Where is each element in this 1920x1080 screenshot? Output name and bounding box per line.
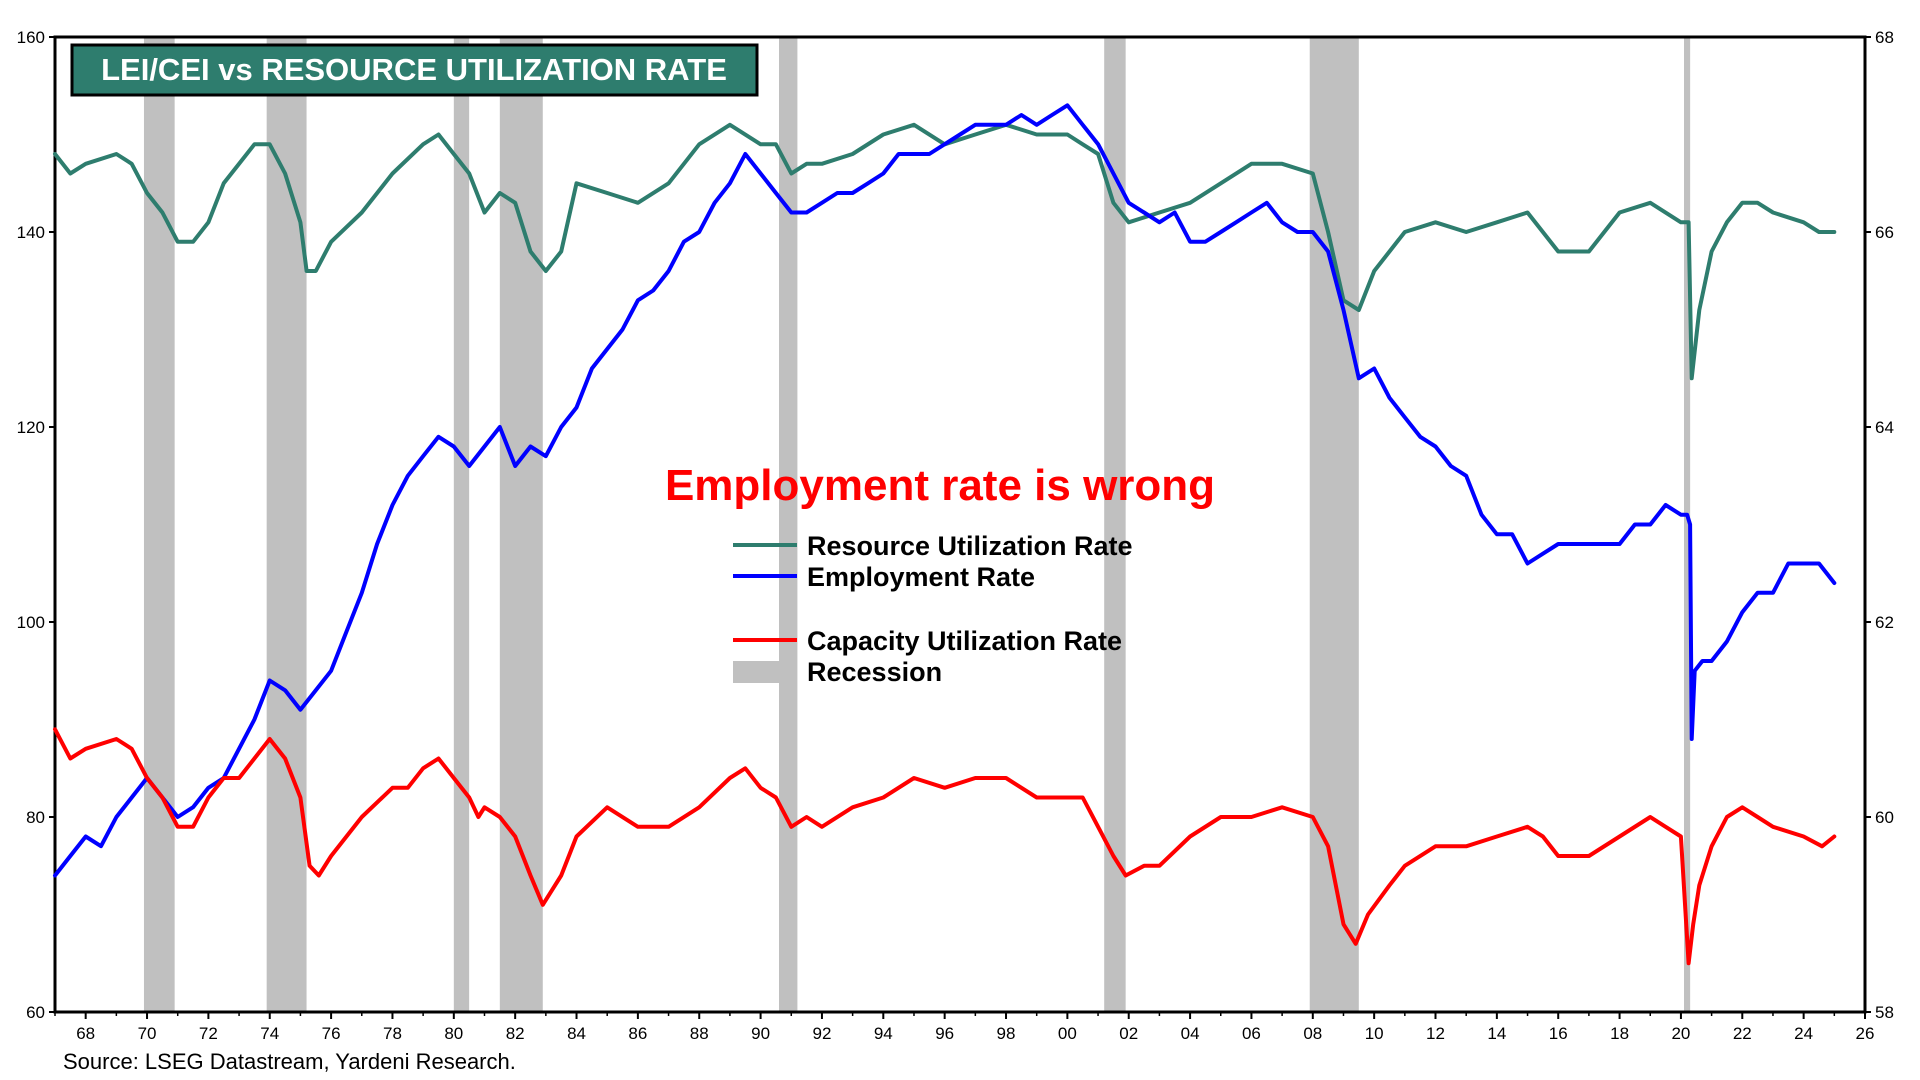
x-tick-label: 84	[567, 1024, 586, 1043]
y-right-tick-label: 62	[1875, 613, 1894, 632]
chart-title-box: LEI/CEI vs RESOURCE UTILIZATION RATE	[70, 43, 759, 97]
y-right-tick-label: 66	[1875, 223, 1894, 242]
y-axis-left-ticks: 60 80 100 120 140 160	[17, 28, 55, 1022]
recession-band	[143, 37, 175, 1012]
y-left-tick-label: 120	[17, 418, 45, 437]
x-tick-label: 74	[260, 1024, 279, 1043]
x-tick-label: 68	[76, 1024, 95, 1043]
y-axis-right-ticks: 58 60 62 64 66 68	[1865, 28, 1894, 1022]
legend-swatch-recession	[733, 661, 797, 683]
x-tick-label: 78	[383, 1024, 402, 1043]
x-tick-label: 94	[874, 1024, 893, 1043]
y-left-tick-label: 160	[17, 28, 45, 47]
y-left-tick-label: 140	[17, 223, 45, 242]
legend-label-employment: Employment Rate	[807, 562, 1035, 592]
recession-band	[266, 37, 307, 1012]
plot-frame	[53, 35, 1867, 1014]
x-tick-label: 88	[690, 1024, 709, 1043]
x-tick-label: 90	[751, 1024, 770, 1043]
x-tick-label: 20	[1671, 1024, 1690, 1043]
resource-utilization-line	[53, 122, 1837, 381]
x-tick-label: 00	[1058, 1024, 1077, 1043]
x-tick-label: 12	[1426, 1024, 1445, 1043]
y-left-tick-label: 80	[26, 808, 45, 827]
x-tick-label: 16	[1549, 1024, 1568, 1043]
x-tick-label: 96	[935, 1024, 954, 1043]
y-right-tick-label: 58	[1875, 1003, 1894, 1022]
recession-band	[1104, 37, 1126, 1012]
recession-bands	[143, 37, 1691, 1012]
capacity-utilization-line	[53, 727, 1837, 966]
y-right-tick-label: 68	[1875, 28, 1894, 47]
x-tick-label: 02	[1119, 1024, 1138, 1043]
chart-title: LEI/CEI vs RESOURCE UTILIZATION RATE	[101, 52, 727, 87]
x-tick-label: 06	[1242, 1024, 1261, 1043]
y-right-tick-label: 60	[1875, 808, 1894, 827]
x-tick-label: 80	[444, 1024, 463, 1043]
x-tick-label: 22	[1733, 1024, 1752, 1043]
x-tick-label: 18	[1610, 1024, 1629, 1043]
x-tick-label: 76	[322, 1024, 341, 1043]
recession-band	[499, 37, 543, 1012]
x-axis-ticks: 68 70 72 74 76 78 80 82 84 86 88 90 92 94 96 98 00 02 04 06…	[54, 1012, 1875, 1043]
legend: Resource Utilization Rate Employment Rat…	[733, 531, 1133, 687]
x-tick-label: 26	[1856, 1024, 1875, 1043]
y-right-tick-label: 64	[1875, 418, 1894, 437]
y-left-tick-label: 100	[17, 613, 45, 632]
employment-rate-line	[53, 103, 1837, 878]
legend-label-capacity: Capacity Utilization Rate	[807, 626, 1122, 656]
x-tick-label: 10	[1365, 1024, 1384, 1043]
x-tick-label: 72	[199, 1024, 218, 1043]
x-tick-label: 70	[138, 1024, 157, 1043]
x-tick-label: 08	[1303, 1024, 1322, 1043]
recession-band	[453, 37, 470, 1012]
recession-band	[1684, 37, 1691, 1012]
legend-label-resource: Resource Utilization Rate	[807, 531, 1133, 561]
x-tick-label: 24	[1794, 1024, 1813, 1043]
legend-label-recession: Recession	[807, 657, 942, 687]
recession-band	[779, 37, 798, 1012]
x-tick-label: 82	[506, 1024, 525, 1043]
x-tick-label: 14	[1487, 1024, 1506, 1043]
x-tick-label: 92	[812, 1024, 831, 1043]
x-tick-label: 98	[997, 1024, 1016, 1043]
x-tick-label: 04	[1181, 1024, 1200, 1043]
y-left-tick-label: 60	[26, 1003, 45, 1022]
x-tick-label: 86	[628, 1024, 647, 1043]
series-lines	[53, 103, 1837, 966]
source-note: Source: LSEG Datastream, Yardeni Researc…	[63, 1049, 516, 1074]
annotation-text: Employment rate is wrong	[665, 461, 1215, 510]
